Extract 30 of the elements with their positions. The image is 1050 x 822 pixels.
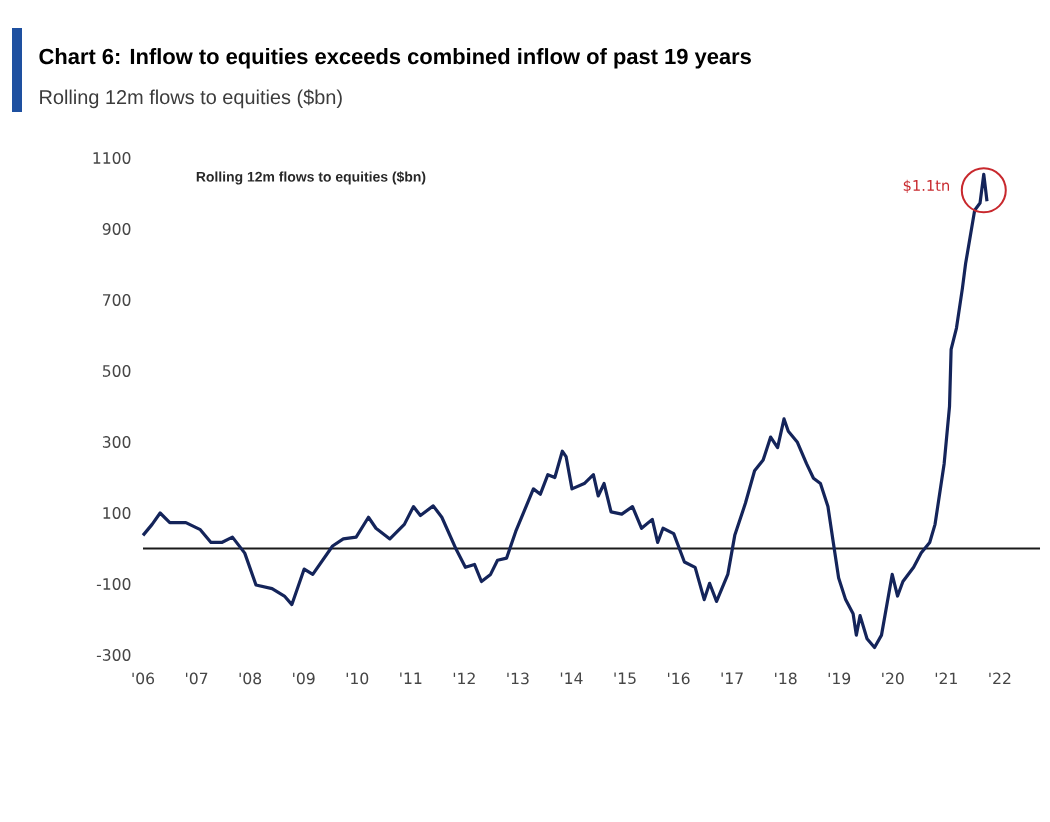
annotation: Rolling 12m flows to equities ($bn): [196, 171, 426, 185]
x-tick-label: '06: [132, 672, 155, 685]
x-tick-label: '12: [453, 672, 475, 685]
line-series: [141, 172, 989, 650]
chart-title: Chart 6: Inflow to equities exceeds combined inflow of past 19 years: [39, 48, 751, 69]
x-tick-label: '14: [560, 672, 583, 684]
x-tick-label: '15: [614, 672, 636, 685]
y-tick-label: -100: [96, 578, 131, 590]
x-tick-label: '08: [239, 672, 262, 685]
chart-subtitle: Rolling 12m flows to equities ($bn): [40, 89, 342, 109]
y-tick-label: 100: [103, 507, 131, 519]
y-tick-label: 300: [102, 436, 131, 448]
x-tick-label: '16: [667, 672, 690, 685]
y-tick-label: 700: [103, 294, 131, 306]
y-tick-label: 1100: [93, 152, 131, 164]
x-tick-label: '21: [935, 672, 957, 685]
x-tick-label: '07: [186, 672, 208, 685]
x-tick-label: '20: [882, 672, 904, 685]
annotation: $1.1tn: [903, 179, 949, 193]
x-tick-label: '13: [507, 672, 529, 685]
x-tick-label: '19: [828, 672, 851, 685]
y-tick-label: -300: [96, 649, 131, 661]
x-tick-label: '17: [721, 672, 743, 684]
x-tick-label: '18: [775, 672, 797, 685]
y-tick-label: 500: [102, 365, 131, 377]
x-tick-label: '10: [346, 672, 369, 685]
x-tick-label: '22: [989, 672, 1011, 685]
x-tick-label: '11: [400, 672, 422, 684]
x-tick-label: '09: [293, 672, 315, 685]
y-tick-label: 900: [102, 223, 131, 235]
